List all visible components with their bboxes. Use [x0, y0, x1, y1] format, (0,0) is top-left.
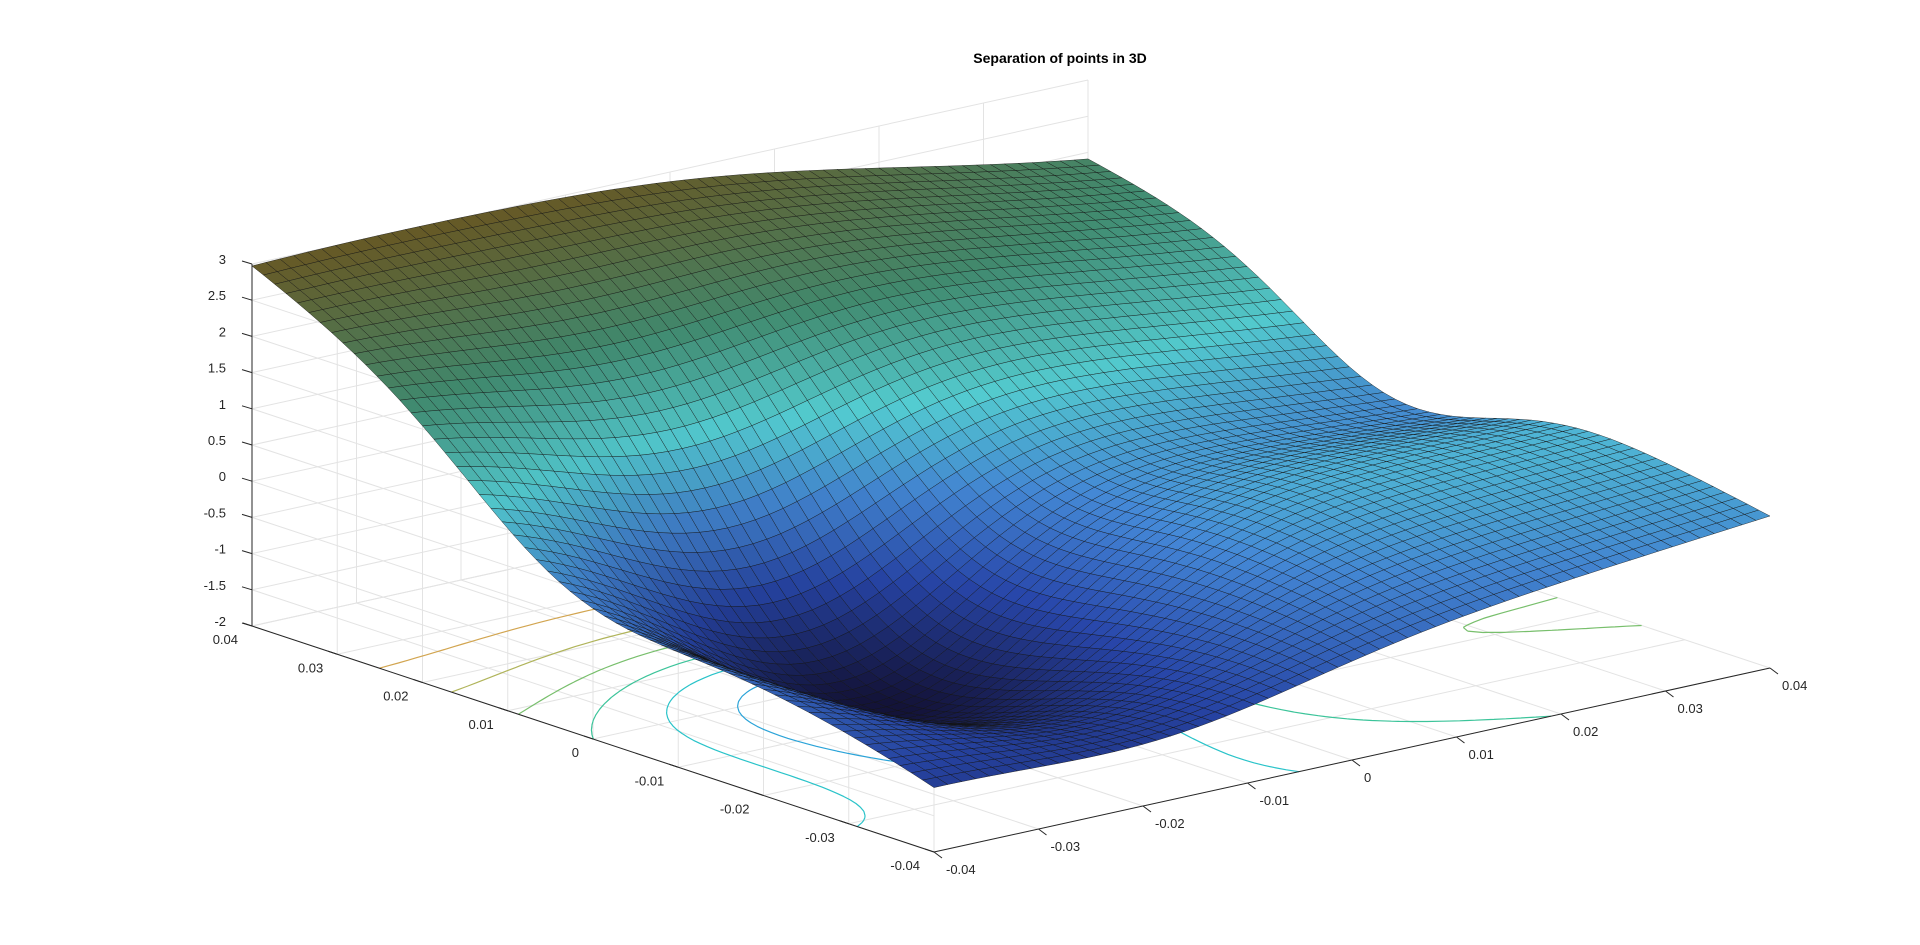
- z-tick-label: 2.5: [208, 288, 226, 303]
- y-tick-label: -0.04: [890, 858, 920, 873]
- x-tick: [1560, 713, 1570, 721]
- y-tick: [413, 679, 423, 683]
- z-tick: [241, 477, 253, 482]
- y-tick-label: 0.02: [383, 689, 408, 704]
- x-tick: [1665, 690, 1674, 698]
- z-tick: [241, 260, 253, 265]
- y-tick-label: 0.03: [298, 660, 323, 675]
- chart-title: Separation of points in 3D: [973, 50, 1146, 66]
- z-tick: [241, 441, 253, 446]
- z-tick-label: 1: [219, 397, 226, 412]
- y-tick: [498, 707, 508, 712]
- x-tick-label: 0.04: [1782, 678, 1807, 693]
- x-tick-label: 0: [1364, 770, 1371, 785]
- y-tick: [754, 792, 764, 796]
- z-tick: [241, 296, 253, 301]
- left-wall-gridline: [251, 589, 935, 817]
- surface-plot: [251, 158, 1771, 788]
- left-wall-gridline: [251, 553, 935, 781]
- z-tick-label: 2: [219, 324, 226, 339]
- z-tick: [241, 586, 253, 591]
- y-tick: [669, 763, 679, 768]
- y-tick: [839, 820, 849, 825]
- y-tick-label: 0: [572, 745, 579, 760]
- x-tick-label: 0.03: [1678, 701, 1703, 716]
- x-tick-label: -0.02: [1155, 816, 1185, 831]
- x-tick: [1769, 667, 1779, 675]
- floor-gridline: [848, 639, 1685, 825]
- x-tick-label: -0.01: [1260, 793, 1290, 808]
- x-tick: [1038, 828, 1047, 836]
- z-tick-label: -2: [214, 614, 226, 629]
- z-tick: [241, 405, 253, 410]
- y-tick-label: -0.01: [635, 773, 665, 788]
- z-tick: [241, 369, 253, 374]
- y-tick-label: 0.04: [213, 632, 238, 647]
- x-tick-label: 0.01: [1469, 747, 1494, 762]
- y-tick: [328, 650, 338, 655]
- x-tick: [933, 851, 943, 859]
- x-tick-label: -0.03: [1051, 839, 1081, 854]
- y-tick-label: 0.01: [468, 717, 493, 732]
- z-tick-label: 1.5: [208, 361, 226, 376]
- x-tick: [1351, 759, 1361, 767]
- z-tick: [241, 513, 253, 518]
- z-tick-label: 3: [219, 252, 226, 267]
- z-tick-label: -0.5: [204, 505, 226, 520]
- z-tick: [241, 550, 253, 555]
- x-tick: [1456, 736, 1465, 744]
- x-tick: [1247, 782, 1256, 790]
- x-tick-label: 0.02: [1573, 724, 1598, 739]
- x-tick-label: -0.04: [946, 862, 976, 877]
- y-tick-label: -0.03: [805, 830, 835, 845]
- y-tick: [924, 848, 935, 853]
- y-tick-label: -0.02: [720, 802, 750, 817]
- x-tick: [1142, 805, 1152, 813]
- z-tick: [241, 332, 253, 337]
- z-tick-label: -1: [214, 542, 226, 557]
- z-tick-label: 0.5: [208, 433, 226, 448]
- z-tick-label: -1.5: [204, 578, 226, 593]
- z-tick-label: 0: [219, 469, 226, 484]
- y-tick: [583, 735, 594, 740]
- z-tick: [241, 622, 253, 627]
